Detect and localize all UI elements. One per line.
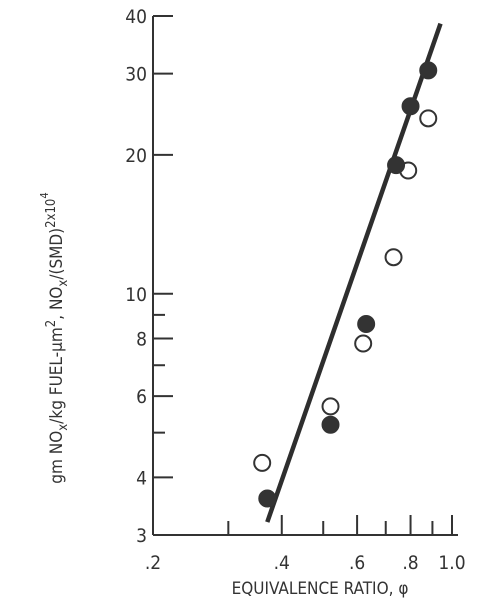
y-axis-title-sup-2: 2 xyxy=(44,220,59,227)
open-point-0 xyxy=(253,453,272,472)
x-tick-label-8: 1.0 xyxy=(438,552,465,574)
y-axis-title-part-2: /kg FUEL-μm xyxy=(47,327,67,424)
y-tick-label-7: 10 xyxy=(125,284,147,306)
y-tick-label-8: 20 xyxy=(125,145,147,167)
y-tick-label-9: 30 xyxy=(125,64,147,86)
y-axis-title-part-3: , NO xyxy=(47,287,67,320)
open-point-2 xyxy=(354,334,373,353)
y-tick-label-3: 6 xyxy=(136,386,147,408)
filled-point-0 xyxy=(258,489,277,508)
filled-point-3 xyxy=(387,156,406,175)
filled-point-1 xyxy=(321,415,340,434)
y-tick-label-10: 40 xyxy=(125,6,147,28)
open-point-1 xyxy=(321,397,340,416)
filled-point-5 xyxy=(419,61,438,80)
data-points xyxy=(253,61,438,508)
x-tick-label-6: .8 xyxy=(402,552,418,574)
y-tick-label-0: 3 xyxy=(136,525,147,547)
filled-point-4 xyxy=(401,97,420,116)
tick-marks xyxy=(152,15,453,536)
filled-point-2 xyxy=(357,314,376,333)
y-axis-title-sup-1: 2 xyxy=(44,320,59,327)
x-axis-title: EQUIVALENCE RATIO, φ xyxy=(232,579,409,599)
x-tick-label-2: .4 xyxy=(274,552,290,574)
y-axis-title-sub-1: x xyxy=(56,424,71,431)
y-axis-title-part-1: gm NO xyxy=(47,431,67,484)
y-tick-label-1: 4 xyxy=(136,467,147,489)
y-axis-title-sup-2b: x10 xyxy=(44,199,59,221)
y-tick-label-5: 8 xyxy=(136,328,147,350)
open-point-3 xyxy=(384,248,403,267)
y-axis-title-sup-3: 4 xyxy=(38,192,51,198)
tick-labels: .2 .4 .6 .8 1.0 3 4 6 8 10 20 30 40 xyxy=(125,6,465,574)
axes xyxy=(152,16,458,536)
y-axis-title: gm NOx/kg FUEL-μm2, NOx/(SMD)2x104 xyxy=(38,192,71,483)
x-tick-label-0: .2 xyxy=(145,552,161,574)
y-axis-title-part-4: /(SMD) xyxy=(47,228,67,280)
open-point-5 xyxy=(419,109,438,128)
x-tick-label-4: .6 xyxy=(349,552,365,574)
y-axis-title-sub-2: x xyxy=(56,280,71,287)
